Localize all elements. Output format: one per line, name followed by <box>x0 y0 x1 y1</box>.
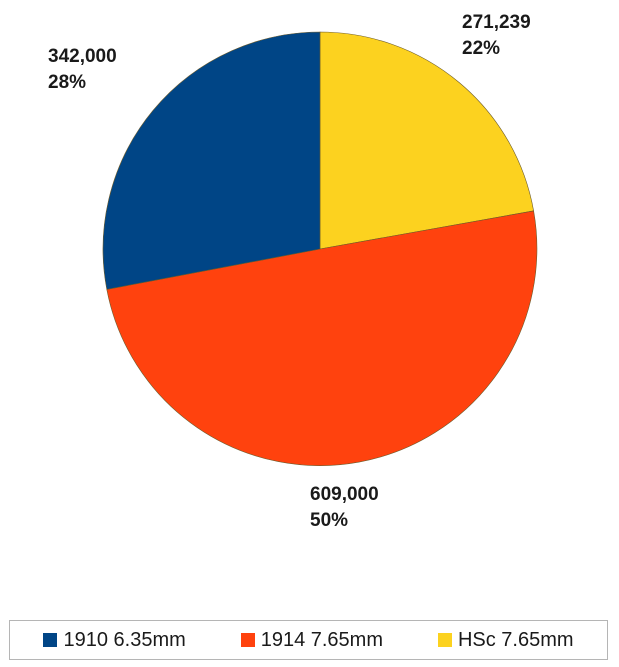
pie-slice-hsc <box>319 31 534 250</box>
data-label-1910-value: 342,000 <box>48 46 117 67</box>
legend-label-1910: 1910 6.35mm <box>63 628 186 651</box>
data-label-1914-percent: 50% <box>310 510 349 531</box>
pie-svg <box>102 31 538 466</box>
legend-swatch-hsc <box>437 633 452 647</box>
legend-swatch-1914 <box>240 633 255 647</box>
data-label-1910-percent: 28% <box>48 72 87 93</box>
data-label-hsc: 271,239 22% <box>462 10 531 62</box>
legend-item-hsc: HSc 7.65mm <box>437 628 574 652</box>
data-label-1910: 342,000 28% <box>48 44 117 96</box>
pie-slice-1910 <box>102 31 321 290</box>
legend-swatch-1910 <box>43 633 58 647</box>
legend-label-1914: 1914 7.65mm <box>260 628 383 651</box>
pie-slice-1914 <box>106 210 538 466</box>
data-label-1914: 609,000 50% <box>310 482 379 534</box>
legend-item-1914: 1914 7.65mm <box>240 628 383 652</box>
data-label-hsc-value: 271,239 <box>462 12 531 33</box>
legend-item-1910: 1910 6.35mm <box>43 628 186 652</box>
data-label-1914-value: 609,000 <box>310 484 379 505</box>
legend-label-hsc: HSc 7.65mm <box>457 628 574 651</box>
legend: 1910 6.35mm 1914 7.65mm HSc 7.65mm <box>9 620 608 660</box>
data-label-hsc-percent: 22% <box>462 38 501 59</box>
